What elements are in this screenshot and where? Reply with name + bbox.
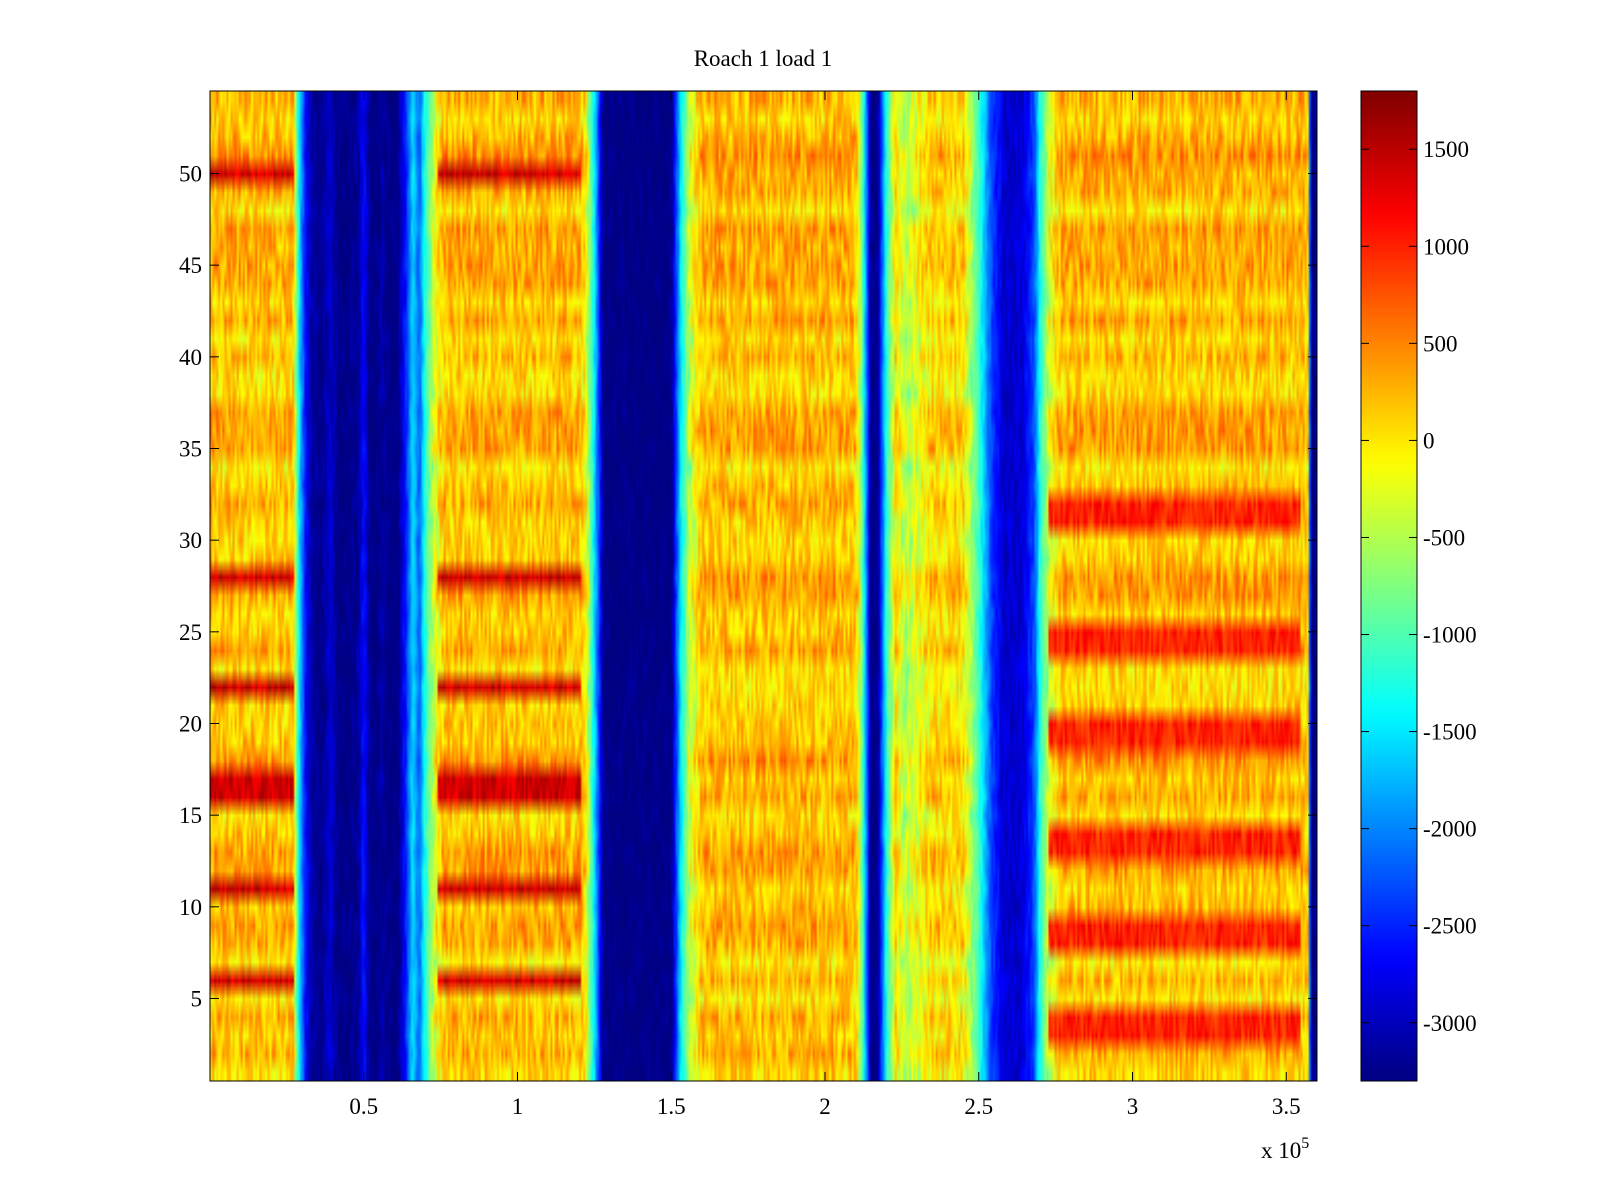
x-tick-label: 1.5 [657,1094,686,1119]
x-tick-label: 2.5 [964,1094,993,1119]
colorbar-tick-label: -3000 [1423,1011,1477,1036]
colorbar-tick-label: 500 [1423,331,1458,356]
y-tick-label: 35 [179,437,202,462]
colorbar-tick-label: -500 [1423,525,1465,550]
colorbar-frame [1360,90,1418,1082]
y-tick-label: 45 [179,253,202,278]
plot-frame [209,90,1318,1082]
colorbar-gradient [1361,91,1417,1081]
heatmap-plot-area [209,90,1318,1082]
y-tick-label: 40 [179,345,202,370]
x-axis: 0.5 1 1.5 2 2.5 3 3.5 [349,91,1301,1119]
colorbar-tick-label: -1000 [1423,623,1477,648]
y-tick-label: 25 [179,620,202,645]
colorbar-tick-label: 0 [1423,428,1435,453]
y-tick-label: 10 [179,895,202,920]
colorbar-tick-label: 1500 [1423,137,1469,162]
x-multiplier-exponent: 5 [1301,1135,1309,1152]
chart-title: Roach 1 load 1 [694,46,833,71]
colorbar: 1500 1000 500 0 -500 -1000 -1500 -2000 -2500 -300… [1360,90,1477,1082]
colorbar-tick-label: -2000 [1423,817,1477,842]
x-multiplier-label: x 105 [1261,1135,1309,1163]
y-tick-label: 5 [191,987,203,1012]
x-tick-label: 3.5 [1272,1094,1301,1119]
x-multiplier-base: x 10 [1261,1138,1301,1163]
x-tick-label: 0.5 [349,1094,378,1119]
x-tick-label: 3 [1127,1094,1139,1119]
y-tick-label: 20 [179,712,202,737]
x-tick-label: 2 [819,1094,831,1119]
y-tick-label: 30 [179,528,202,553]
colorbar-tick-label: 1000 [1423,234,1469,259]
colorbar-tick-label: -1500 [1423,720,1477,745]
x-tick-label: 1 [512,1094,524,1119]
colorbar-ticks: 1500 1000 500 0 -500 -1000 -1500 -2000 -2500 -300… [1361,137,1477,1036]
y-tick-label: 50 [179,162,202,187]
heatmap-image [210,91,1317,1081]
y-axis: 5 10 15 20 25 30 35 40 45 50 [179,162,1317,1012]
colorbar-tick-label: -2500 [1423,914,1477,939]
y-tick-label: 15 [179,803,202,828]
